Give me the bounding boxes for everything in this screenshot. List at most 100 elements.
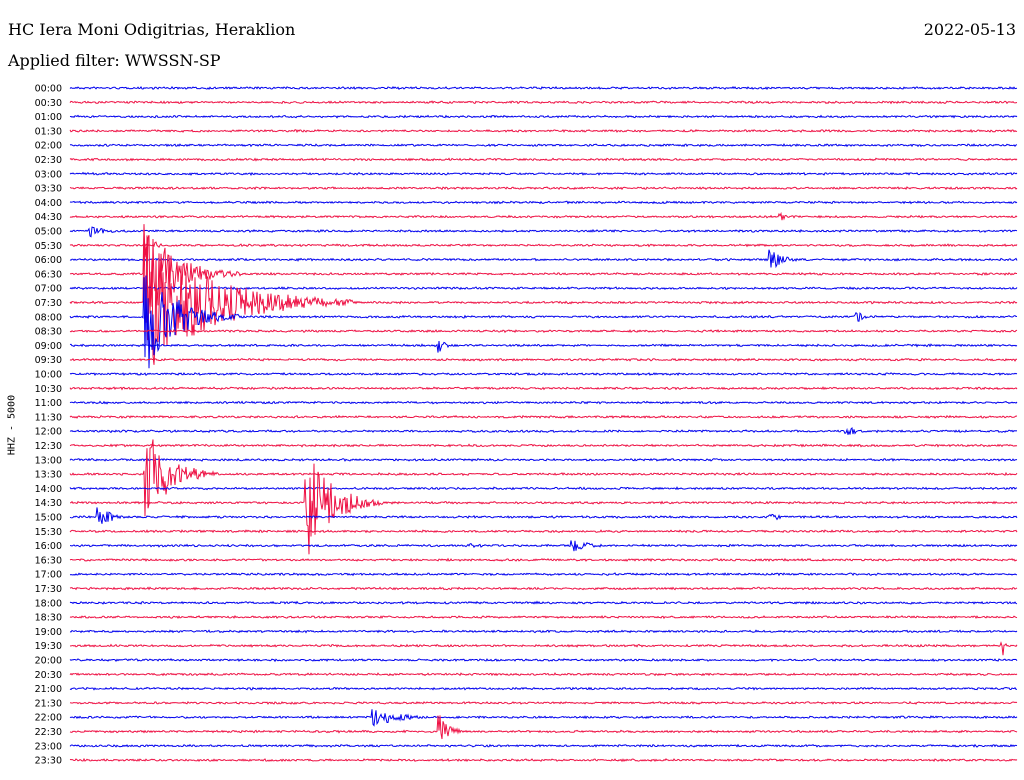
trace-row-0500 xyxy=(69,226,1018,238)
trace-row-2230 xyxy=(69,715,1018,740)
row-time-label: 19:00 xyxy=(35,627,62,638)
trace-row-2300 xyxy=(69,743,1018,748)
row-time-label: 23:00 xyxy=(35,741,62,752)
row-time-label: 18:30 xyxy=(35,613,62,624)
row-time-label: 21:30 xyxy=(35,698,62,709)
row-time-label: 12:30 xyxy=(35,441,62,452)
row-time-label: 17:00 xyxy=(35,570,62,581)
row-time-label: 07:00 xyxy=(35,284,62,295)
row-time-label: 09:00 xyxy=(35,341,62,352)
trace-row-1630 xyxy=(69,557,1018,562)
row-time-label: 05:00 xyxy=(35,227,62,238)
row-time-label: 11:30 xyxy=(35,412,62,423)
trace-row-0230 xyxy=(69,157,1018,162)
trace-row-1030 xyxy=(69,386,1018,391)
trace-row-0730 xyxy=(69,234,1018,365)
trace-row-2030 xyxy=(69,672,1018,677)
trace-row-0800 xyxy=(69,275,1018,369)
row-time-label: 10:00 xyxy=(35,370,62,381)
trace-row-2130 xyxy=(69,700,1018,705)
trace-row-2330 xyxy=(69,757,1018,763)
row-time-label: 02:00 xyxy=(35,141,62,152)
row-time-label: 05:30 xyxy=(35,241,62,252)
row-time-label: 00:30 xyxy=(35,98,62,109)
trace-row-0400 xyxy=(69,200,1018,205)
trace-row-1200 xyxy=(69,426,1018,435)
row-time-label: 13:30 xyxy=(35,470,62,481)
row-time-label: 04:30 xyxy=(35,212,62,223)
trace-row-0600 xyxy=(69,249,1018,269)
row-time-label: 01:00 xyxy=(35,112,62,123)
row-time-label: 21:00 xyxy=(35,684,62,695)
row-time-label: 03:30 xyxy=(35,184,62,195)
row-time-label: 20:30 xyxy=(35,670,62,681)
row-time-label: 03:00 xyxy=(35,169,62,180)
trace-row-1100 xyxy=(69,400,1018,405)
row-time-label: 04:00 xyxy=(35,198,62,209)
trace-row-1600 xyxy=(70,540,1018,552)
trace-row-1300 xyxy=(69,457,1018,462)
row-time-label: 15:30 xyxy=(35,527,62,538)
trace-row-0300 xyxy=(69,171,1018,176)
trace-row-0200 xyxy=(69,143,1018,148)
trace-row-2000 xyxy=(69,658,1018,663)
row-time-label: 09:30 xyxy=(35,355,62,366)
trace-row-1530 xyxy=(69,529,1018,534)
trace-row-1930 xyxy=(69,641,1018,656)
row-time-label: 08:00 xyxy=(35,312,62,323)
row-time-label: 23:30 xyxy=(35,756,62,767)
trace-row-0130 xyxy=(69,128,1018,133)
trace-row-0930 xyxy=(69,357,1017,362)
trace-row-1900 xyxy=(69,629,1018,634)
row-time-label: 11:00 xyxy=(35,398,62,409)
row-time-label: 14:00 xyxy=(35,484,62,495)
row-time-label: 01:30 xyxy=(35,126,62,137)
filter-label: Applied filter: WWSSN-SP xyxy=(8,51,221,70)
trace-row-1730 xyxy=(69,586,1018,591)
row-time-label: 20:00 xyxy=(35,656,62,667)
trace-row-0630 xyxy=(69,224,1017,314)
trace-row-0700 xyxy=(69,286,1018,291)
row-time-label: 06:30 xyxy=(35,269,62,280)
trace-row-1000 xyxy=(69,371,1018,377)
trace-row-0330 xyxy=(69,186,1018,191)
trace-row-0000 xyxy=(69,85,1018,91)
trace-row-1700 xyxy=(69,572,1018,577)
row-time-label: 12:00 xyxy=(35,427,62,438)
row-time-label: 22:00 xyxy=(35,713,62,724)
trace-row-0530 xyxy=(69,241,1018,249)
row-time-label: 19:30 xyxy=(35,641,62,652)
row-time-label: 15:00 xyxy=(35,513,62,524)
trace-row-0030 xyxy=(69,100,1018,105)
trace-row-1430 xyxy=(70,463,1018,555)
trace-row-1500 xyxy=(69,507,1018,524)
row-time-label: 13:00 xyxy=(35,455,62,466)
trace-row-1830 xyxy=(69,614,1018,620)
trace-row-0900 xyxy=(69,341,1018,353)
row-time-label: 18:00 xyxy=(35,598,62,609)
trace-row-1330 xyxy=(69,439,1018,517)
row-time-label: 10:30 xyxy=(35,384,62,395)
row-time-label: 22:30 xyxy=(35,727,62,738)
trace-row-0100 xyxy=(69,114,1018,119)
row-time-label: 00:00 xyxy=(35,84,62,95)
date-label: 2022-05-13 xyxy=(923,20,1016,39)
row-time-label: 17:30 xyxy=(35,584,62,595)
trace-row-2200 xyxy=(69,709,1018,727)
row-time-label: 07:30 xyxy=(35,298,62,309)
trace-row-1400 xyxy=(69,486,1018,491)
row-time-label: 02:30 xyxy=(35,155,62,166)
row-time-label: 08:30 xyxy=(35,327,62,338)
row-time-label: 16:00 xyxy=(35,541,62,552)
trace-row-1130 xyxy=(69,414,1018,419)
row-time-label: 16:30 xyxy=(35,555,62,566)
trace-row-0430 xyxy=(69,211,1018,221)
row-time-label: 14:30 xyxy=(35,498,62,509)
station-title: HC Iera Moni Odigitrias, Heraklion xyxy=(8,20,296,39)
trace-row-1800 xyxy=(69,600,1018,605)
trace-row-0830 xyxy=(69,328,1018,334)
trace-row-2100 xyxy=(69,686,1018,691)
trace-row-1230 xyxy=(69,443,1018,448)
row-time-label: 06:00 xyxy=(35,255,62,266)
